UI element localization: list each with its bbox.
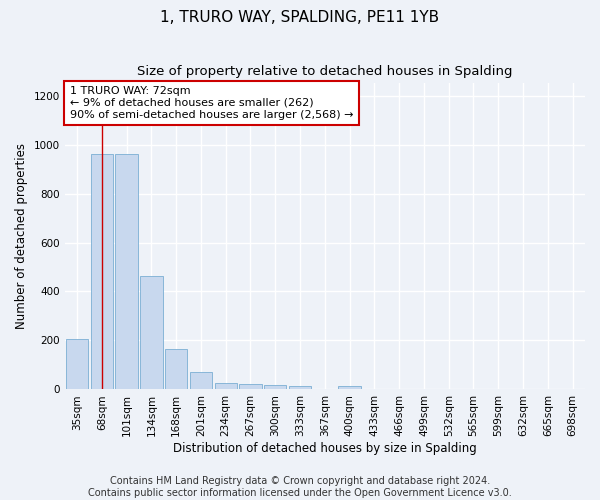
Bar xyxy=(289,386,311,390)
Bar xyxy=(140,276,163,390)
Bar xyxy=(66,340,88,390)
Title: Size of property relative to detached houses in Spalding: Size of property relative to detached ho… xyxy=(137,65,512,78)
Text: 1 TRURO WAY: 72sqm
← 9% of detached houses are smaller (262)
90% of semi-detache: 1 TRURO WAY: 72sqm ← 9% of detached hous… xyxy=(70,86,353,120)
Bar xyxy=(165,349,187,390)
Y-axis label: Number of detached properties: Number of detached properties xyxy=(15,144,28,330)
Bar xyxy=(264,384,286,390)
Bar xyxy=(338,386,361,390)
Bar xyxy=(239,384,262,390)
Bar xyxy=(215,382,237,390)
Text: Contains HM Land Registry data © Crown copyright and database right 2024.
Contai: Contains HM Land Registry data © Crown c… xyxy=(88,476,512,498)
Bar xyxy=(91,154,113,390)
Text: 1, TRURO WAY, SPALDING, PE11 1YB: 1, TRURO WAY, SPALDING, PE11 1YB xyxy=(160,10,440,25)
Bar xyxy=(190,372,212,390)
Bar xyxy=(115,154,138,390)
X-axis label: Distribution of detached houses by size in Spalding: Distribution of detached houses by size … xyxy=(173,442,477,455)
